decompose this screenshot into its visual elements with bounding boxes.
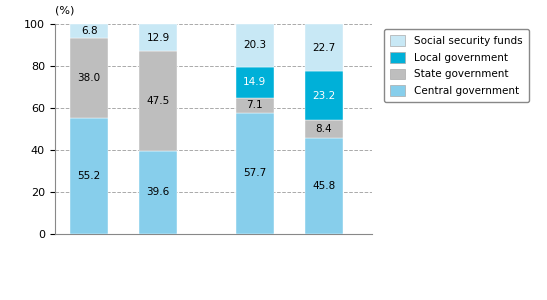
- Text: 39.6: 39.6: [147, 188, 170, 197]
- Bar: [305, 120, 342, 138]
- Bar: [70, 24, 108, 38]
- Text: 14.9: 14.9: [243, 77, 266, 87]
- Text: 45.8: 45.8: [312, 181, 335, 191]
- Text: 8.4: 8.4: [316, 124, 332, 134]
- Text: (%): (%): [55, 6, 74, 16]
- Text: 47.5: 47.5: [147, 96, 170, 106]
- Text: 7.1: 7.1: [246, 100, 263, 110]
- Bar: [236, 24, 274, 67]
- Bar: [236, 98, 274, 113]
- Bar: [70, 38, 108, 118]
- Text: 55.2: 55.2: [78, 171, 101, 181]
- Text: 57.7: 57.7: [243, 168, 266, 178]
- Text: 20.3: 20.3: [243, 40, 266, 50]
- Text: 22.7: 22.7: [312, 43, 335, 52]
- Bar: [305, 24, 342, 71]
- Text: 12.9: 12.9: [147, 32, 170, 43]
- Legend: Social security funds, Local government, State government, Central government: Social security funds, Local government,…: [383, 29, 528, 102]
- Bar: [139, 151, 177, 234]
- Bar: [305, 138, 342, 234]
- Text: 38.0: 38.0: [78, 73, 101, 83]
- Bar: [139, 51, 177, 151]
- Text: 23.2: 23.2: [312, 91, 335, 101]
- Bar: [236, 113, 274, 234]
- Bar: [236, 67, 274, 98]
- Text: 6.8: 6.8: [81, 26, 97, 36]
- Bar: [70, 118, 108, 234]
- Bar: [139, 24, 177, 51]
- Bar: [305, 71, 342, 120]
